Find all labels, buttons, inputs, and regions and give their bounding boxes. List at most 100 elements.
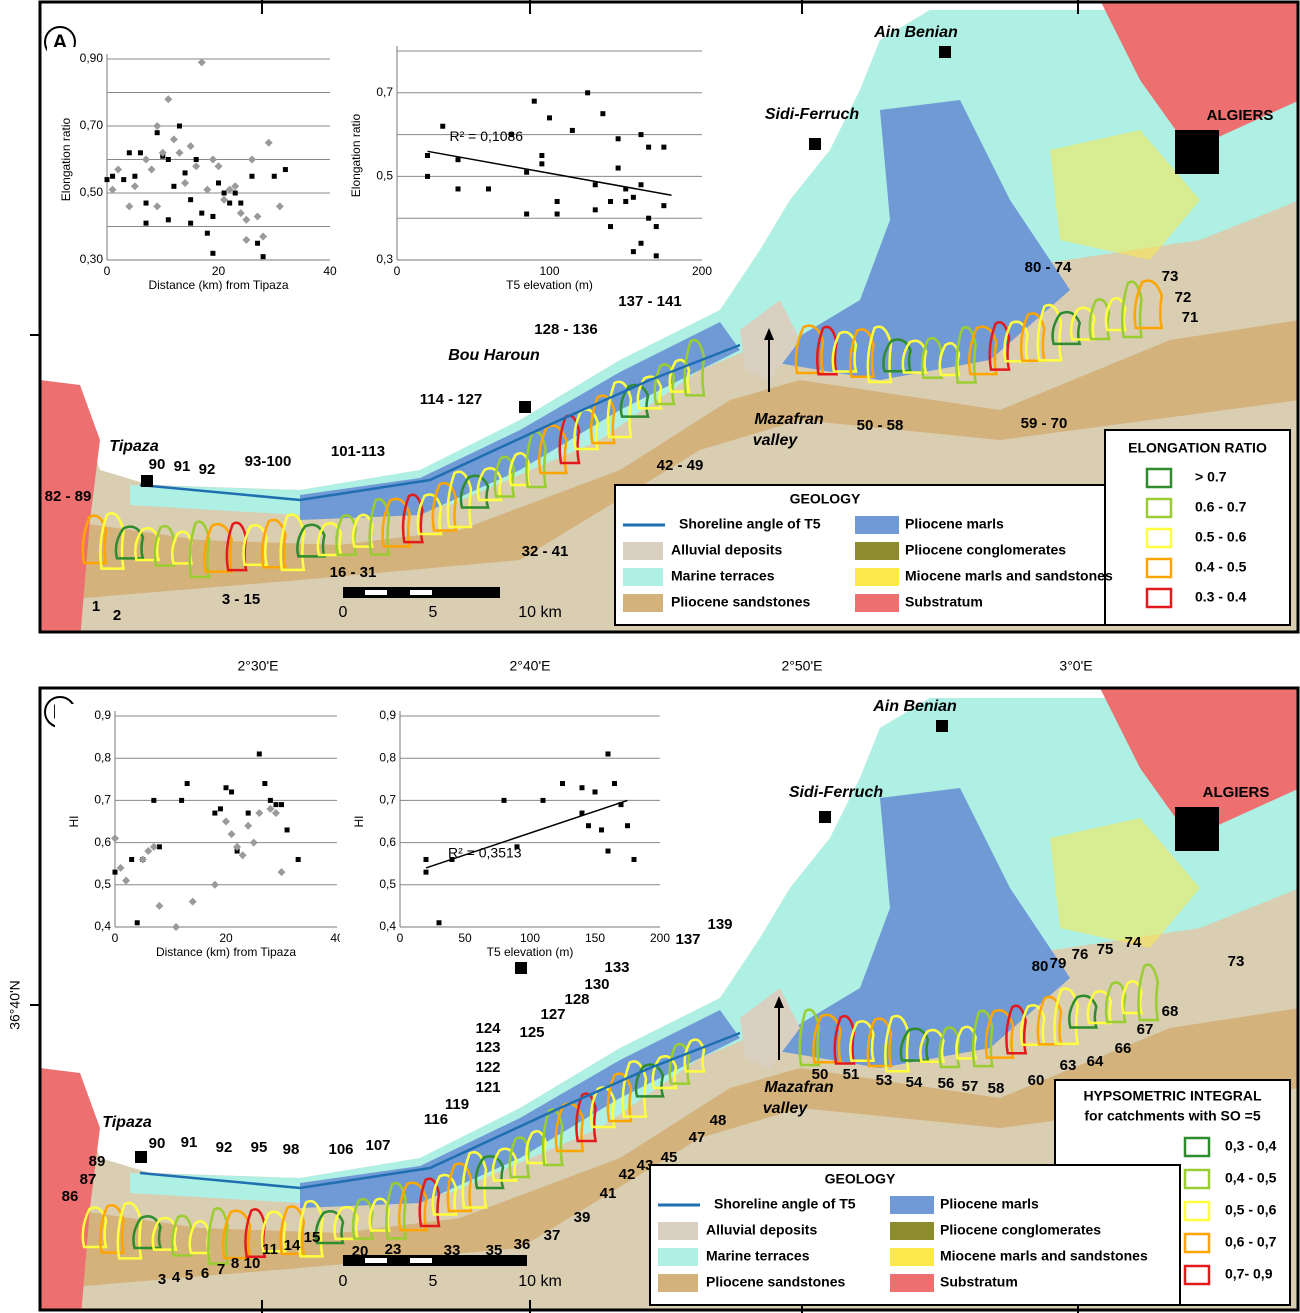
catchment-label: 137 - 141 — [618, 293, 681, 310]
point — [654, 224, 659, 229]
point — [216, 180, 221, 185]
x-axis-label: T5 elevation (m) — [506, 278, 593, 292]
scale-bar-gap — [410, 1258, 432, 1263]
annotation: R² = 0,1086 — [450, 128, 524, 144]
catchment-label: 47 — [689, 1129, 706, 1146]
point — [539, 153, 544, 158]
legend-label: Pliocene marls — [940, 1196, 1039, 1212]
latitude-label: 36°40'N — [7, 980, 23, 1030]
catchment-label: 133 — [604, 959, 629, 976]
legend-label: 0,4 - 0,5 — [1225, 1170, 1277, 1186]
y-tick-label: 0,9 — [379, 708, 396, 722]
point — [166, 217, 171, 222]
y-axis-label: Elongation ratio — [59, 117, 73, 201]
legend-label: Alluvial deposits — [706, 1222, 817, 1238]
catchment-label: 57 — [962, 1078, 979, 1095]
catchment-label: 45 — [661, 1149, 678, 1166]
point — [185, 781, 190, 786]
catchment-label: 37 — [544, 1227, 561, 1244]
x-tick-label: 0 — [394, 264, 401, 278]
catchment-label: 66 — [1115, 1040, 1132, 1057]
point — [249, 174, 254, 179]
catchment-label: 139 — [707, 916, 732, 933]
legend-label: 0,5 - 0,6 — [1225, 1202, 1277, 1218]
point — [151, 798, 156, 803]
catchment-label: 42 — [619, 1166, 636, 1183]
town-marker — [819, 811, 831, 823]
point — [296, 857, 301, 862]
x-tick-label: 0 — [104, 264, 111, 278]
longitude-label: 2°40'E — [510, 658, 551, 674]
catchment-label: 68 — [1162, 1003, 1179, 1020]
catchment-label: 119 — [445, 1096, 469, 1113]
legend-title: HYPSOMETRIC INTEGRAL — [1083, 1088, 1262, 1104]
point — [639, 182, 644, 187]
catchment-label: 41 — [600, 1185, 617, 1202]
y-tick-label: 0,3 — [376, 252, 393, 266]
legend-label: > 0.7 — [1195, 469, 1227, 485]
legend-label: 0,6 - 0,7 — [1225, 1234, 1277, 1250]
catchment-label: 73 — [1228, 953, 1245, 970]
catchment-label: 16 - 31 — [330, 564, 377, 581]
figure: TipazaBou HarounSidi-FerruchAin BenianAL… — [0, 0, 1300, 1313]
catchment-label: 86 — [62, 1188, 79, 1205]
catchment-label: 116 — [424, 1111, 448, 1128]
geology-title: GEOLOGY — [825, 1171, 896, 1187]
place-label: valley — [753, 432, 799, 449]
point — [127, 150, 132, 155]
longitude-label: 3°0'E — [1059, 658, 1092, 674]
point — [210, 251, 215, 256]
point — [144, 221, 149, 226]
point — [268, 798, 273, 803]
point — [625, 823, 630, 828]
point — [205, 231, 210, 236]
catchment-label: 8 — [231, 1255, 239, 1272]
x-tick-label: 100 — [520, 931, 540, 945]
point — [262, 781, 267, 786]
town-marker — [515, 962, 527, 974]
point — [121, 177, 126, 182]
town-marker — [939, 46, 951, 58]
point — [437, 920, 442, 925]
x-tick-label: 0 — [112, 931, 119, 945]
point — [580, 785, 585, 790]
point — [532, 99, 537, 104]
x-tick-label: 50 — [458, 931, 472, 945]
catchment-label: 67 — [1137, 1021, 1154, 1038]
catchment-label: 2 — [113, 607, 121, 624]
catchment-label: 59 - 70 — [1021, 415, 1068, 432]
x-axis-label: Distance (km) from Tipaza — [148, 278, 288, 292]
point — [661, 145, 666, 150]
point — [555, 212, 560, 217]
legend-label: 0,3 - 0,4 — [1225, 1138, 1277, 1154]
y-tick-label: 0,5 — [94, 877, 111, 891]
point — [616, 166, 621, 171]
catchment-label: 42 - 49 — [657, 457, 704, 474]
place-label: Ain Benian — [873, 24, 958, 41]
town-marker — [936, 720, 948, 732]
point — [486, 186, 491, 191]
catchment-label: 106 — [328, 1141, 353, 1158]
catchment-label: 51 — [843, 1066, 860, 1083]
point — [631, 195, 636, 200]
catchment-label: 127 — [540, 1006, 565, 1023]
legend-swatch — [890, 1196, 934, 1214]
x-tick-label: 40 — [323, 264, 337, 278]
catchment-label: 36 — [514, 1236, 531, 1253]
place-label: ALGIERS — [1203, 784, 1270, 801]
catchment-label: 14 — [284, 1237, 301, 1254]
point — [279, 802, 284, 807]
scale-label: 5 — [429, 1273, 438, 1290]
catchment-label: 3 — [158, 1271, 166, 1288]
catchment-label: 60 — [1028, 1072, 1045, 1089]
point — [570, 128, 575, 133]
y-tick-label: 0,9 — [94, 708, 111, 722]
catchment-label: 95 — [251, 1139, 268, 1156]
town-marker — [135, 1151, 147, 1163]
y-tick-label: 0,8 — [379, 750, 396, 764]
catchment-label: 93-100 — [245, 453, 292, 470]
point — [272, 174, 277, 179]
town-marker — [809, 138, 821, 150]
point — [541, 798, 546, 803]
legend-label: Alluvial deposits — [671, 542, 782, 558]
